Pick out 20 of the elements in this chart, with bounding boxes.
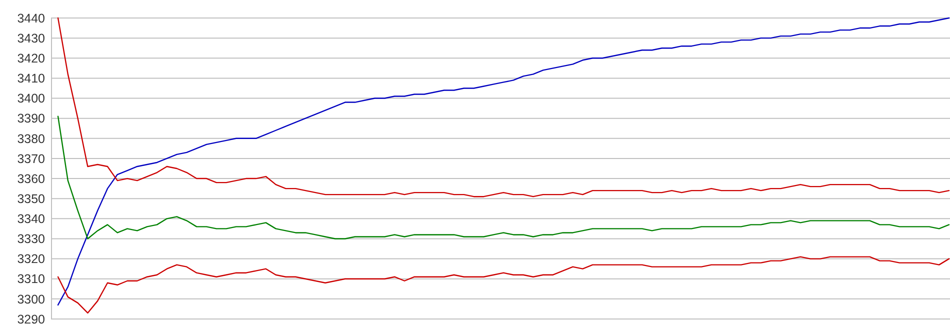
line-series xyxy=(57,256,950,314)
y-tick-label: 3320 xyxy=(17,252,46,266)
y-tick-label: 3390 xyxy=(17,112,46,126)
y-tick-label: 3290 xyxy=(17,312,46,326)
y-tick-label: 3370 xyxy=(17,152,46,166)
y-tick-label: 3430 xyxy=(17,31,46,46)
line-series xyxy=(57,116,950,240)
y-tick-label: 3420 xyxy=(17,52,46,66)
y-tick-label: 3310 xyxy=(17,272,46,286)
y-tick-label: 3330 xyxy=(17,232,46,246)
y-tick-label: 3410 xyxy=(17,72,46,86)
line-series xyxy=(57,17,950,198)
y-tick-label: 3360 xyxy=(17,172,46,186)
line-series xyxy=(57,17,950,306)
y-tick-label: 3400 xyxy=(17,92,46,106)
y-tick-label: 3380 xyxy=(17,132,46,146)
y-tick-label: 3440 xyxy=(17,11,46,26)
y-tick-label: 3350 xyxy=(17,192,46,206)
y-tick-label: 3300 xyxy=(17,292,46,306)
y-tick-label: 3340 xyxy=(17,212,46,226)
